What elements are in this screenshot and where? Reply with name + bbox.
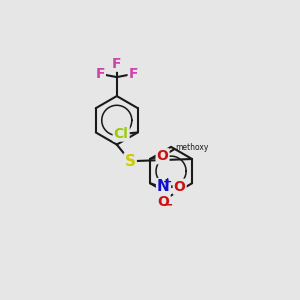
Text: F: F [95,67,105,81]
Text: F: F [129,67,138,81]
Text: F: F [112,57,122,71]
Text: O: O [157,149,169,163]
Text: Cl: Cl [114,127,129,141]
Text: N: N [157,179,170,194]
Text: −: − [163,199,173,212]
Text: O: O [174,180,186,194]
Text: methoxy: methoxy [175,143,208,152]
Text: S: S [125,154,136,169]
Text: O: O [158,194,169,208]
Text: +: + [163,177,172,187]
